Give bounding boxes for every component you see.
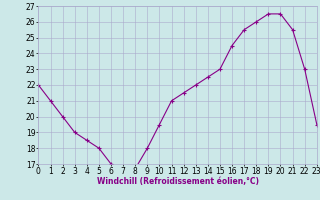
- X-axis label: Windchill (Refroidissement éolien,°C): Windchill (Refroidissement éolien,°C): [97, 177, 259, 186]
